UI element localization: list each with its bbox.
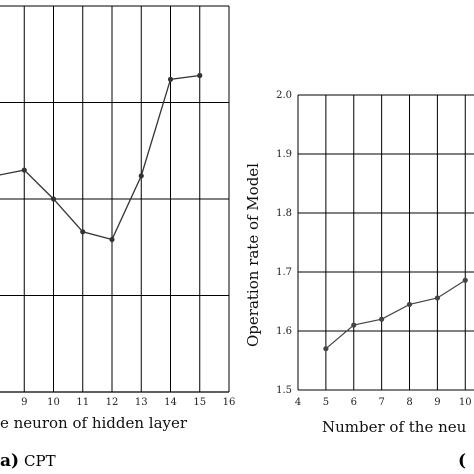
left-chart: 9 10 11 12 13 14 15 16 (0, 5, 236, 408)
right-y-tick-label: 2.0 (276, 90, 292, 101)
right-x-tick-label: 9 (434, 397, 440, 408)
right-y-tick-label: 1.9 (276, 149, 292, 160)
right-data-point (323, 346, 329, 352)
right-x-tick-label: 6 (351, 397, 357, 408)
left-caption-text: CPT (24, 452, 56, 470)
left-caption-letter: a) (0, 451, 19, 471)
left-x-tick-label: 16 (223, 397, 236, 408)
right-data-point (379, 316, 385, 322)
left-data-point (167, 76, 174, 82)
right-x-tick-label: 4 (295, 397, 301, 408)
right-chart: 2.0 1.9 1.8 1.7 1.6 1.54 5 6 7 8 9 10 (276, 90, 474, 408)
right-y-axis-label: Operation rate of Model (244, 163, 262, 347)
left-x-axis-label: e neuron of hidden layer (0, 414, 188, 432)
left-data-point (50, 196, 57, 202)
right-caption-paren: ( (458, 451, 466, 471)
left-data-point (80, 229, 86, 235)
left-x-tick-label: 14 (164, 397, 177, 408)
left-x-tick-label: 12 (106, 397, 119, 408)
right-series-line (325, 279, 466, 350)
right-data-point (351, 322, 357, 328)
right-data-point (434, 295, 440, 301)
left-x-tick-label: 13 (135, 397, 148, 408)
right-x-tick-label: 10 (459, 397, 472, 408)
right-y-tick-label: 1.5 (276, 385, 292, 396)
left-series-line (0, 74, 200, 241)
right-y-tick-label: 1.8 (276, 208, 292, 219)
right-data-point (406, 301, 413, 308)
right-data-point (462, 277, 468, 283)
left-x-tick-label: 10 (47, 397, 60, 408)
right-x-axis-label: Number of the neu (322, 418, 467, 436)
left-data-point (21, 167, 27, 173)
left-data-point (138, 173, 144, 179)
left-data-point (109, 236, 115, 243)
right-y-tick-label: 1.7 (276, 267, 292, 278)
right-x-tick-label: 5 (323, 397, 329, 408)
left-x-tick-label: 11 (76, 397, 89, 408)
right-x-tick-label: 8 (406, 397, 412, 408)
right-x-tick-label: 7 (378, 397, 384, 408)
left-data-point (197, 72, 203, 79)
right-y-tick-label: 1.6 (276, 326, 292, 337)
left-x-tick-label: 15 (193, 397, 206, 408)
left-x-tick-label: 9 (21, 397, 27, 408)
